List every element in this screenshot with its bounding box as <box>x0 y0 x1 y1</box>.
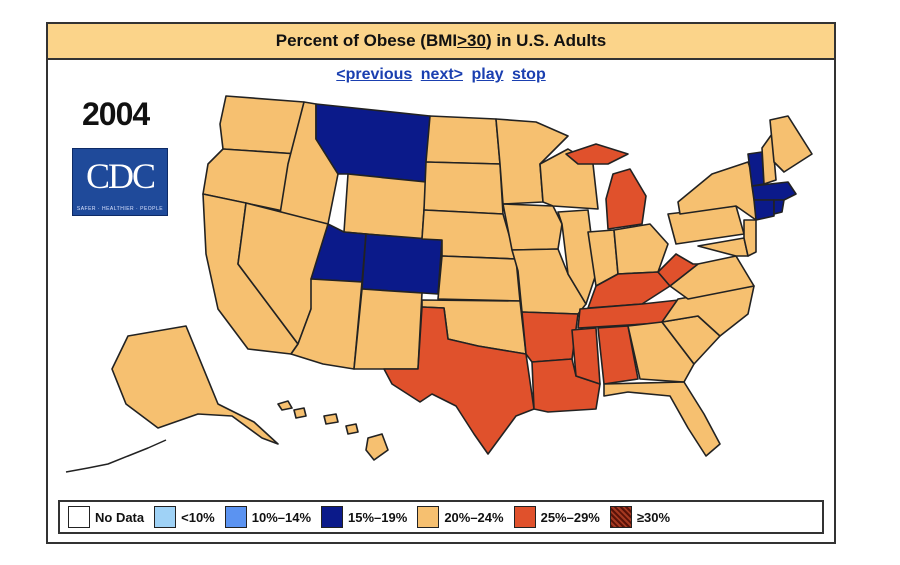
state-new-jersey[interactable] <box>743 219 757 257</box>
cdc-logo: CDC SAFER · HEALTHIER · PEOPLE <box>72 148 168 216</box>
legend-label: <10% <box>181 509 215 525</box>
play-link[interactable]: play <box>471 66 504 83</box>
state-west-virginia[interactable] <box>657 253 699 287</box>
legend-item: No Data <box>68 506 144 528</box>
state-maryland[interactable] <box>697 237 749 257</box>
legend-label: 15%–19% <box>348 509 408 525</box>
state-north-dakota[interactable] <box>425 115 501 165</box>
legend-item: 10%–14% <box>224 506 312 528</box>
legend-swatch <box>417 506 440 528</box>
legend-swatch <box>321 506 344 528</box>
state-colorado[interactable] <box>361 233 443 295</box>
state-wyoming[interactable] <box>343 173 427 240</box>
legend-item: ≥30% <box>609 506 671 528</box>
state-georgia[interactable] <box>627 321 695 383</box>
legend-label: ≥30% <box>636 509 671 525</box>
state-ohio[interactable] <box>613 223 669 275</box>
state-michigan[interactable] <box>605 168 647 230</box>
state-hawaii[interactable] <box>277 400 389 461</box>
state-new-mexico[interactable] <box>353 288 423 370</box>
state-iowa[interactable] <box>502 203 563 251</box>
state-maine[interactable] <box>769 115 813 173</box>
legend-swatch <box>224 506 247 528</box>
state-michigan-upper[interactable] <box>565 143 629 165</box>
legend-label: No Data <box>95 509 145 525</box>
previous-link[interactable]: <previous <box>336 66 413 83</box>
legend-swatch <box>513 506 536 528</box>
us-map <box>65 95 813 473</box>
legend-swatch <box>68 506 90 528</box>
stop-link[interactable]: stop <box>511 66 546 83</box>
state-connecticut[interactable] <box>753 199 775 221</box>
legend-label: 20%–24% <box>444 509 504 525</box>
legend-item: <10% <box>154 506 215 528</box>
map-title: Percent of Obese (BMI >30) in U.S. Adult… <box>48 24 834 60</box>
state-illinois[interactable] <box>557 209 597 305</box>
state-alabama[interactable] <box>597 325 639 385</box>
map-frame: Percent of Obese (BMI >30) in U.S. Adult… <box>46 22 836 544</box>
year-navigation: <previous next> play stop <box>48 66 834 84</box>
title-ge: >30 <box>457 31 486 50</box>
cdc-logo-tagline: SAFER · HEALTHIER · PEOPLE <box>76 206 164 212</box>
state-texas[interactable] <box>383 306 535 455</box>
state-south-dakota[interactable] <box>423 161 504 215</box>
title-suffix: ) in U.S. Adults <box>485 31 607 50</box>
state-washington[interactable] <box>219 95 305 155</box>
cdc-logo-text: CDC <box>85 156 156 196</box>
legend-item: 15%–19% <box>321 506 407 528</box>
state-massachusetts[interactable] <box>751 181 797 201</box>
legend-label: 10%–14% <box>251 509 312 525</box>
legend-swatch <box>609 506 632 528</box>
state-arkansas[interactable] <box>521 311 579 363</box>
alaska-islands <box>65 439 167 473</box>
legend: No Data <10% 10%–14% 15%–19% 20%–24% 25%–29% ≥… <box>58 500 824 534</box>
legend-item: 25%–29% <box>513 506 600 528</box>
legend-item: 20%–24% <box>417 506 504 528</box>
state-mississippi[interactable] <box>571 327 601 385</box>
legend-swatch <box>154 506 177 528</box>
state-alaska[interactable] <box>111 325 279 445</box>
state-kansas[interactable] <box>437 255 521 302</box>
state-florida[interactable] <box>603 381 721 457</box>
next-link[interactable]: next> <box>420 66 464 83</box>
state-rhode-island[interactable] <box>773 199 785 215</box>
legend-label: 25%–29% <box>540 509 600 525</box>
state-louisiana[interactable] <box>531 358 601 413</box>
year-label: 2004 <box>82 96 150 132</box>
title-prefix: Percent of Obese (BMI <box>275 31 458 50</box>
